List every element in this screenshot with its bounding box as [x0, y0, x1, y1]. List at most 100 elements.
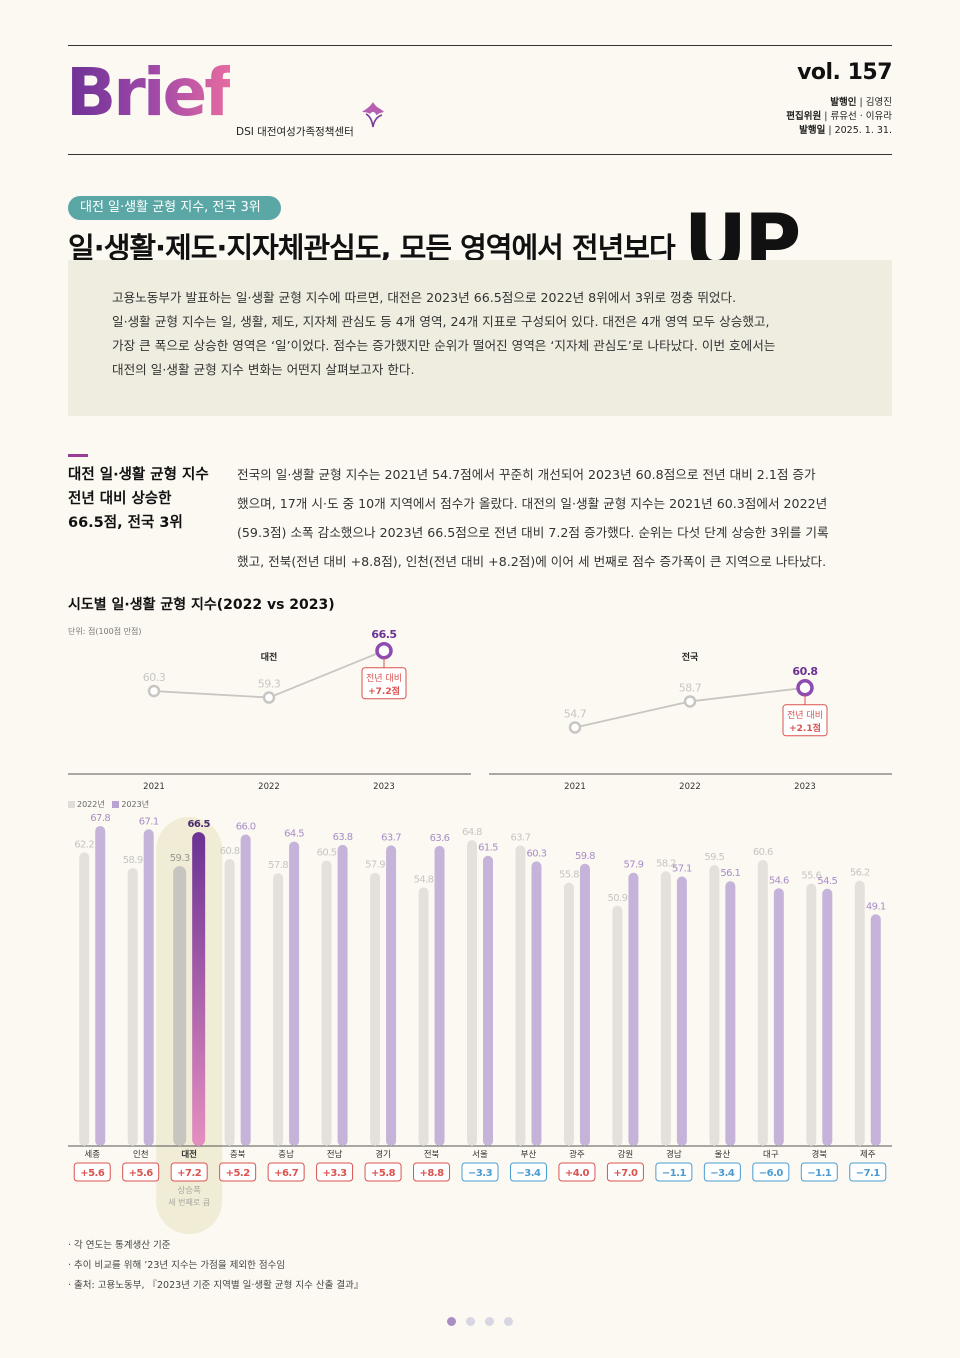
- bar-value-label: 63.6: [430, 833, 450, 844]
- change-value: +5.8: [371, 1168, 396, 1179]
- change-badge: [558, 1162, 596, 1182]
- bar-2023: [143, 829, 154, 1146]
- change-badge: [703, 1162, 741, 1182]
- bar-value-label: 64.5: [284, 829, 304, 840]
- bar-value-label: 57.1: [672, 864, 692, 875]
- page-dot[interactable]: [504, 1317, 513, 1326]
- highlight-note: 상승폭: [177, 1185, 201, 1196]
- change-value: −1.1: [662, 1168, 687, 1179]
- bar-2022: [467, 840, 477, 1146]
- change-badge: [655, 1162, 693, 1182]
- line-tick-label: 2022: [679, 782, 701, 792]
- bar-value-label: 54.8: [414, 874, 434, 885]
- bar-value-label: 58.2: [656, 858, 676, 869]
- bar-2023: [434, 845, 445, 1146]
- bar-category-label: 세종: [84, 1150, 100, 1160]
- bar-value-label: 57.8: [268, 860, 288, 871]
- bar-2022: [757, 859, 768, 1146]
- change-badge: [509, 1162, 547, 1182]
- bar-category-label: 제주: [860, 1150, 876, 1160]
- bar-value-label: 67.1: [139, 816, 159, 827]
- callout-box: [782, 704, 828, 737]
- bar-value-label: 60.5: [317, 847, 337, 858]
- legend-swatch-2022: [68, 801, 75, 808]
- section-accent: [68, 454, 88, 457]
- volume-number: vol. 157: [797, 60, 892, 85]
- footnote: · 추이 비교를 위해 ’23년 지수는 가점을 제외한 점수임: [68, 1260, 286, 1271]
- highlight-note: 세 번째로 큼: [168, 1198, 210, 1207]
- change-value: −1.1: [807, 1168, 832, 1179]
- bar-2022: [709, 865, 720, 1146]
- bar-2022: [224, 859, 235, 1146]
- org-flower-icon: [360, 100, 386, 134]
- lead-line: 대전의 일·생활 균형 지수 변화는 어떤지 살펴보고자 한다.: [112, 362, 415, 377]
- bar-value-label: 66.5: [188, 819, 211, 830]
- bar-value-label: 54.6: [769, 875, 789, 886]
- line-value-label: 54.7: [564, 707, 587, 720]
- chart-title: 시도별 일·생활 균형 지수(2022 vs 2023): [68, 597, 335, 613]
- bar-value-label: 59.8: [575, 851, 595, 862]
- page-dot[interactable]: [466, 1317, 475, 1326]
- change-badge: [316, 1162, 354, 1182]
- change-badge: [606, 1162, 644, 1182]
- page-dot[interactable]: [447, 1317, 456, 1326]
- bar-category-label: 광주: [569, 1149, 585, 1160]
- legend-swatch-2023: [112, 801, 120, 808]
- change-value: +5.6: [129, 1168, 154, 1179]
- bar-category-label: 경북: [811, 1149, 827, 1160]
- bar-category-label: 대구: [763, 1150, 779, 1160]
- bar-value-label: 63.7: [381, 832, 401, 843]
- change-value: +7.0: [613, 1168, 638, 1179]
- callout-text: 전년 대비: [366, 673, 402, 684]
- bar-2023: [240, 834, 251, 1146]
- bar-value-label: 60.3: [527, 848, 547, 859]
- bar-value-label: 57.9: [623, 860, 643, 871]
- bar-value-label: 67.8: [90, 813, 110, 824]
- org-name: DSI 대전여성가족정책센터: [236, 126, 354, 138]
- change-value: −7.1: [856, 1168, 881, 1179]
- section-title: 대전 일·생활 균형 지수 전년 대비 상승한 66.5점, 전국 3위: [68, 467, 209, 531]
- bar-2023: [725, 881, 736, 1146]
- change-value: −3.4: [710, 1168, 735, 1179]
- bar-value-label: 55.8: [559, 870, 579, 881]
- line-point: [262, 691, 276, 704]
- meta-publisher: 발행인 | 김영진: [830, 97, 892, 108]
- line-point-highlight: [796, 679, 814, 697]
- bar-value-label: 57.9: [365, 860, 385, 871]
- bar-value-label: 63.7: [511, 832, 531, 843]
- line-point-highlight: [375, 642, 393, 660]
- bar-2022: [273, 873, 284, 1146]
- bar-2022: [79, 852, 90, 1146]
- change-value: +5.2: [226, 1168, 251, 1179]
- line-point: [568, 721, 582, 734]
- change-badge: [752, 1162, 790, 1182]
- page-dot[interactable]: [485, 1317, 494, 1326]
- bar-2023: [628, 872, 639, 1146]
- bar-category-label: 전북: [424, 1149, 440, 1160]
- bar-2023: [289, 841, 300, 1146]
- bar-category-label: 울산: [715, 1149, 731, 1160]
- bar-2023: [773, 888, 784, 1146]
- meta-date: 발행일 | 2025. 1. 31.: [799, 125, 892, 136]
- top-rule: [68, 45, 892, 46]
- bar-category-label: 강원: [618, 1149, 634, 1160]
- chart-legend: 2022년 2023년: [68, 799, 149, 810]
- bar-value-label: 61.5: [478, 843, 498, 854]
- bar-2023: [579, 863, 590, 1146]
- bar-2023: [386, 845, 397, 1146]
- bar-value-label: 56.2: [850, 868, 870, 879]
- bar-2022: [321, 860, 332, 1146]
- bar-2023: [95, 826, 106, 1146]
- bar-2023: [531, 861, 542, 1146]
- bar-value-label: 54.5: [817, 876, 837, 887]
- change-badge: [461, 1162, 499, 1182]
- bar-2023: [483, 855, 493, 1146]
- bar-value-label: 60.6: [753, 847, 773, 858]
- header-rule: [68, 154, 892, 155]
- pagination[interactable]: [447, 1317, 513, 1326]
- bar-2022: [173, 866, 187, 1146]
- bar-2022: [127, 868, 138, 1146]
- callout-text: +7.2점: [368, 685, 400, 697]
- bar-value-label: 64.8: [462, 827, 482, 838]
- line-value-label: 58.7: [679, 681, 702, 694]
